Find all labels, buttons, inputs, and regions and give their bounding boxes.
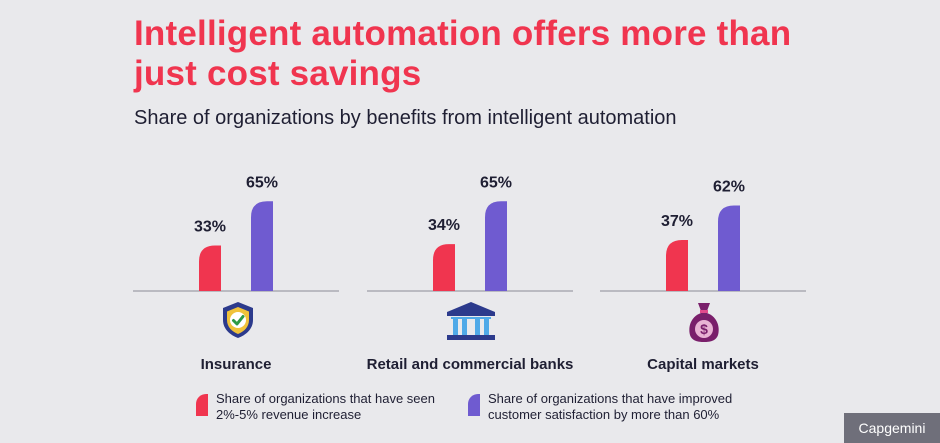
chart-title: Intelligent automation offers more than …	[134, 14, 792, 93]
money-bag-icon: $	[686, 300, 722, 349]
group-label-retail-banks: Retail and commercial banks	[366, 356, 574, 373]
group-label-capital-markets: Capital markets	[647, 356, 759, 373]
bar-series1-group2	[433, 244, 455, 291]
bar-series2-group3	[718, 205, 740, 291]
bar-series2-group2	[485, 201, 507, 291]
bank-building-icon	[443, 300, 499, 347]
bar-chart: 33% 65% 34% 65% 37% 62%	[133, 174, 806, 292]
shield-check-icon	[218, 300, 258, 345]
chart-subtitle: Share of organizations by benefits from …	[134, 107, 677, 129]
data-label-series1-group2: 34%	[428, 217, 460, 234]
data-label-series1-group3: 37%	[661, 213, 693, 230]
data-label-series2-group1: 65%	[246, 174, 278, 191]
bar-series1-group3	[666, 239, 688, 291]
bar-series2-group1	[251, 201, 273, 291]
legend-item-revenue: Share of organizations that have seen 2%…	[196, 391, 452, 423]
legend-swatch-satisfaction	[468, 394, 480, 416]
data-label-series1-group1: 33%	[194, 218, 226, 235]
brand-logo: Capgemini	[844, 413, 940, 443]
bar-series1-group1	[199, 245, 221, 291]
legend-swatch-revenue	[196, 394, 208, 416]
legend-label-satisfaction: Share of organizations that have improve…	[488, 391, 733, 422]
data-label-series2-group2: 65%	[480, 174, 512, 191]
svg-text:$: $	[700, 321, 708, 337]
legend-label-revenue: Share of organizations that have seen 2%…	[216, 391, 435, 422]
group-label-insurance: Insurance	[200, 356, 272, 373]
legend-item-satisfaction: Share of organizations that have improve…	[468, 391, 778, 423]
data-label-series2-group3: 62%	[713, 178, 745, 195]
